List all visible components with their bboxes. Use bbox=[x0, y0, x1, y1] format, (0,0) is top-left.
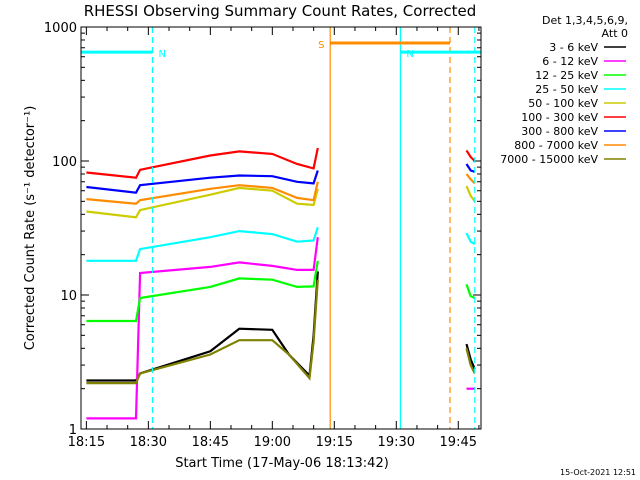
series-line-2 bbox=[86, 260, 319, 323]
legend-entry-label: 300 - 800 keV bbox=[521, 125, 598, 138]
legend-entry-label: 100 - 300 keV bbox=[521, 111, 598, 124]
series-line-7 bbox=[86, 181, 319, 205]
series-line-8 bbox=[465, 348, 476, 374]
timestamp: 15-Oct-2021 12:51 bbox=[560, 468, 636, 477]
series-line-6 bbox=[86, 170, 319, 194]
x-tick-label: 18:15 bbox=[68, 435, 105, 450]
x-tick-label: 19:15 bbox=[316, 435, 353, 450]
x-tick-labels: 18:15 18:30 18:45 19:00 19:15 19:30 19:45 bbox=[68, 435, 477, 450]
y-tick-label: 10 bbox=[60, 289, 77, 304]
legend-entry-label: 7000 - 15000 keV bbox=[500, 153, 598, 166]
y-tick-labels: 1 10 100 1000 bbox=[44, 21, 77, 438]
legend-entry-label: 800 - 7000 keV bbox=[514, 139, 598, 152]
legend-header-line-2: Att 0 bbox=[602, 27, 628, 40]
y-tick-label: 100 bbox=[52, 155, 77, 170]
x-tick-label: 18:45 bbox=[192, 435, 229, 450]
plot-frame bbox=[80, 26, 482, 430]
x-tick-label: 18:30 bbox=[130, 435, 167, 450]
y-axis-label: Corrected Count Rate (s⁻¹ detector⁻¹) bbox=[23, 106, 38, 351]
legend-entry-label: 3 - 6 keV bbox=[549, 41, 598, 54]
chart-title: RHESSI Observing Summary Count Rates, Co… bbox=[84, 2, 477, 20]
x-tick-label: 19:45 bbox=[440, 435, 477, 450]
series-line-2 bbox=[465, 284, 476, 300]
series-line-4 bbox=[86, 186, 319, 219]
series-line-3 bbox=[465, 232, 476, 246]
legend-entry-label: 6 - 12 keV bbox=[542, 55, 598, 68]
series-line-7 bbox=[465, 173, 476, 185]
legend-entry-label: 12 - 25 keV bbox=[535, 69, 598, 82]
legend-header-line-1: Det 1,3,4,5,6,9, bbox=[542, 14, 628, 27]
series-line-4 bbox=[465, 185, 476, 202]
series-line-8 bbox=[86, 279, 319, 385]
x-axis-label: Start Time (17-May-06 18:13:42) bbox=[175, 456, 389, 471]
annotation-label: N bbox=[158, 49, 165, 60]
legend-entry-label: 25 - 50 keV bbox=[535, 83, 598, 96]
y-tick-label: 1 bbox=[69, 423, 77, 438]
series-line-5 bbox=[465, 149, 476, 162]
series-line-3 bbox=[86, 226, 319, 262]
series-line-6 bbox=[465, 163, 476, 173]
marker-layer: N NS bbox=[81, 27, 481, 429]
series-layer bbox=[86, 147, 476, 420]
x-tick-label: 19:00 bbox=[254, 435, 291, 450]
series-line-5 bbox=[86, 147, 319, 179]
series-line-0 bbox=[465, 343, 476, 370]
annotation-label: S bbox=[318, 40, 324, 51]
legend-entry-label: 50 - 100 keV bbox=[528, 97, 598, 110]
series-line-1 bbox=[86, 237, 319, 420]
plot-area: N NS bbox=[80, 26, 482, 430]
tick-marks bbox=[81, 27, 481, 430]
x-tick-label: 19:30 bbox=[378, 435, 415, 450]
y-tick-label: 1000 bbox=[44, 21, 77, 36]
annotation-label: N bbox=[406, 49, 413, 60]
